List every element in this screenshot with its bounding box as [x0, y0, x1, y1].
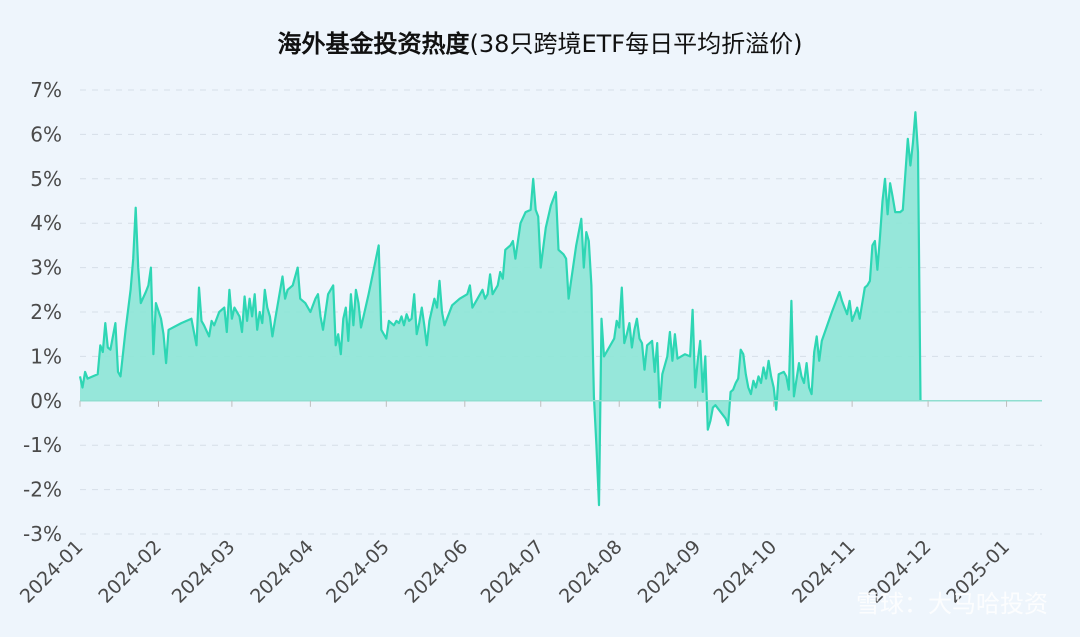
y-tick-label: 6%: [30, 122, 62, 146]
y-tick-label: 4%: [30, 211, 62, 235]
chart-title: 海外基金投资热度(38只跨境ETF每日平均折溢价): [278, 30, 803, 58]
y-tick-label: 0%: [30, 389, 62, 413]
y-tick-label: 1%: [30, 344, 62, 368]
x-tick-label: 2024-10: [709, 536, 781, 608]
y-tick-label: -3%: [23, 522, 62, 546]
series-line: [78, 111, 922, 507]
chart-title-rest: (38只跨境ETF每日平均折溢价): [470, 30, 803, 58]
x-tick-label: 2024-03: [168, 536, 240, 608]
x-tick-label: 2024-06: [401, 536, 473, 608]
series-area: [78, 111, 922, 507]
y-tick-label: 2%: [30, 300, 62, 324]
y-axis: 7% 6% 5% 4% 3% 2% 1% 0% -1% -2% -3%: [23, 78, 62, 546]
y-tick-label: 7%: [30, 78, 62, 102]
y-tick-label: -2%: [23, 478, 62, 502]
x-tick-label: 2024-08: [555, 536, 627, 608]
chart-title-bold: 海外基金投资热度: [278, 30, 471, 58]
series-fill: [80, 112, 921, 506]
x-tick-label: 2024-09: [634, 536, 706, 608]
y-tick-label: 3%: [30, 256, 62, 280]
watermark: 雪球：大马哈投资: [856, 590, 1048, 618]
x-tick-label: 2024-11: [788, 536, 860, 608]
x-tick-label: 2024-07: [477, 536, 549, 608]
y-tick-label: -1%: [23, 433, 62, 457]
x-axis: 2024-01 2024-02 2024-03 2024-04 2024-05 2024-…: [16, 400, 1042, 608]
x-tick-label: 2024-05: [322, 536, 394, 608]
x-tick-label: 2024-02: [94, 536, 166, 608]
y-tick-label: 5%: [30, 167, 62, 191]
x-tick-label: 2024-04: [246, 536, 318, 608]
x-tick-label: 2024-01: [16, 536, 88, 608]
